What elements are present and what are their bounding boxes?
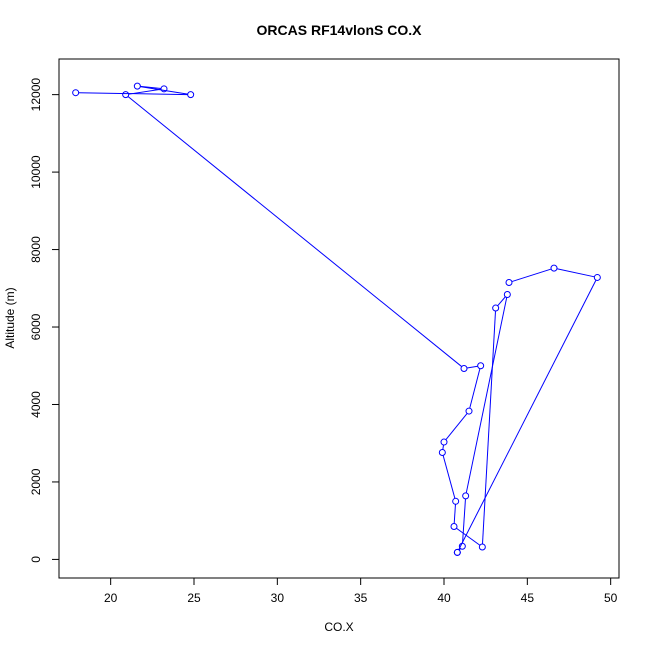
series-segment bbox=[462, 498, 466, 544]
y-tick-label: 8000 bbox=[29, 236, 43, 263]
data-point bbox=[462, 492, 470, 500]
series-segment bbox=[469, 368, 481, 409]
y-tick-label: 10000 bbox=[29, 155, 43, 189]
data-point bbox=[593, 273, 601, 281]
data-point bbox=[450, 522, 458, 530]
series-segment bbox=[127, 96, 462, 367]
data-point bbox=[133, 82, 141, 90]
data-point bbox=[187, 91, 195, 99]
series-line bbox=[78, 85, 597, 551]
x-tick-label: 50 bbox=[604, 591, 618, 605]
series-segment bbox=[453, 504, 456, 524]
series-segment bbox=[466, 365, 478, 369]
plot-frame bbox=[58, 58, 620, 579]
series-segment bbox=[511, 268, 552, 283]
data-point bbox=[453, 548, 461, 556]
data-point bbox=[458, 542, 466, 550]
data-point bbox=[505, 278, 513, 286]
series-segment bbox=[140, 85, 162, 90]
data-point bbox=[438, 449, 446, 457]
series-segment bbox=[556, 268, 595, 278]
data-point bbox=[72, 89, 80, 97]
series-segment bbox=[445, 413, 468, 441]
data-point bbox=[503, 290, 511, 298]
series-segment bbox=[140, 86, 188, 95]
data-point bbox=[160, 85, 168, 93]
data-point bbox=[460, 364, 468, 372]
series-segment bbox=[456, 527, 481, 546]
y-tick-label: 6000 bbox=[29, 313, 43, 340]
y-axis-label: Altitude (m) bbox=[3, 287, 17, 348]
series-segment bbox=[482, 311, 496, 545]
data-point bbox=[550, 264, 558, 272]
y-tick-label: 0 bbox=[29, 556, 43, 563]
series-segment bbox=[497, 296, 506, 307]
data-point bbox=[122, 91, 130, 99]
x-axis-label: CO.X bbox=[324, 620, 353, 634]
y-tick-label: 12000 bbox=[29, 78, 43, 112]
data-point bbox=[478, 543, 486, 551]
data-point bbox=[465, 407, 473, 415]
x-tick-label: 20 bbox=[104, 591, 118, 605]
series-segment bbox=[465, 297, 508, 494]
chart-title: ORCAS RF14vlonS CO.X bbox=[257, 22, 423, 38]
data-point bbox=[440, 438, 448, 446]
y-axis: 0 2000 4000 6000 8000 10000 12000 bbox=[29, 78, 60, 563]
series-segment bbox=[128, 88, 162, 95]
data-point bbox=[492, 304, 500, 312]
data-point bbox=[452, 497, 460, 505]
y-tick-label: 2000 bbox=[29, 468, 43, 495]
x-tick-label: 45 bbox=[521, 591, 535, 605]
series-points bbox=[72, 82, 601, 556]
data-point bbox=[477, 362, 485, 370]
x-tick-label: 35 bbox=[354, 591, 368, 605]
x-tick-label: 25 bbox=[187, 591, 201, 605]
series-segment bbox=[442, 444, 445, 450]
series-segment bbox=[458, 279, 597, 550]
y-tick-label: 4000 bbox=[29, 391, 43, 418]
x-axis: 20 25 30 35 40 45 50 bbox=[104, 577, 618, 605]
x-tick-label: 30 bbox=[271, 591, 285, 605]
x-tick-label: 40 bbox=[437, 591, 451, 605]
series-segment bbox=[442, 455, 456, 499]
